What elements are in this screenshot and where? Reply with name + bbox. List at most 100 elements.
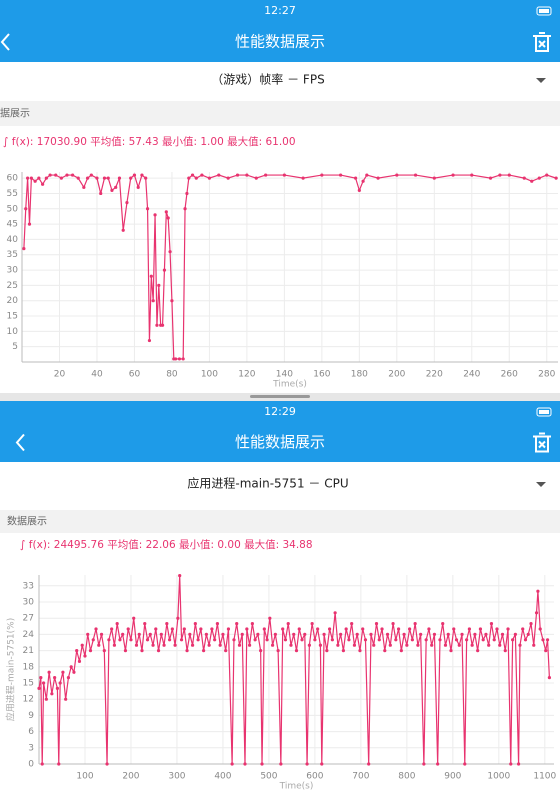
data-point: [328, 627, 332, 631]
data-point: [123, 649, 128, 653]
x-tick-label: 140: [276, 370, 293, 380]
battery-icon: [536, 6, 552, 16]
y-tick-label: 25: [7, 281, 18, 291]
data-point: [526, 632, 530, 637]
data-point: [200, 173, 204, 177]
data-point: [374, 622, 379, 626]
data-point: [452, 627, 456, 631]
data-point: [85, 176, 90, 180]
data-point: [185, 649, 189, 653]
delete-button[interactable]: [533, 432, 551, 453]
x-tick-label: 260: [501, 370, 518, 380]
data-point: [40, 762, 44, 766]
data-point: [513, 632, 517, 637]
x-tick-label: 100: [76, 772, 93, 782]
data-point: [481, 638, 485, 642]
data-point: [432, 176, 436, 180]
data-point: [95, 176, 99, 180]
data-point: [94, 627, 98, 631]
data-point: [29, 176, 33, 180]
metric-selector[interactable]: 应用进程-main-5751 － CPU: [187, 476, 348, 491]
metric-selector[interactable]: （游戏）帧率 － FPS: [211, 72, 324, 87]
data-point: [132, 173, 137, 177]
data-point: [541, 638, 545, 642]
data-point: [183, 207, 187, 211]
data-point: [107, 638, 111, 642]
data-point: [511, 638, 515, 642]
x-tick-label: 60: [129, 370, 141, 380]
data-point: [300, 638, 304, 642]
data-point: [353, 176, 358, 180]
data-point: [58, 681, 62, 685]
data-point: [41, 681, 46, 685]
data-point: [352, 643, 357, 647]
data-point: [204, 632, 208, 637]
x-tick-label: 20: [54, 370, 66, 380]
data-point: [106, 176, 110, 180]
data-point: [137, 632, 141, 637]
back-button[interactable]: [0, 33, 10, 51]
data-point: [145, 638, 150, 642]
data-point: [307, 643, 311, 647]
data-point: [47, 670, 51, 674]
data-point: [145, 207, 150, 211]
data-point: [48, 173, 52, 177]
data-point: [215, 622, 220, 626]
data-point: [232, 638, 236, 642]
data-point: [126, 627, 130, 631]
data-point: [170, 299, 174, 303]
y-tick-label: 15: [7, 312, 18, 322]
data-point: [69, 665, 73, 669]
data-point: [339, 632, 343, 637]
data-point: [151, 299, 155, 303]
dropdown-arrow[interactable]: [536, 78, 546, 83]
x-tick-label: 200: [388, 370, 405, 380]
data-point: [167, 638, 172, 642]
data-point: [102, 649, 106, 653]
data-point: [59, 176, 63, 180]
data-point: [292, 632, 296, 637]
x-tick-label: 180: [351, 370, 368, 380]
data-point: [196, 638, 200, 642]
data-point: [463, 762, 467, 766]
data-point: [72, 670, 76, 674]
x-tick-label: 300: [168, 772, 185, 782]
data-point: [97, 643, 101, 647]
data-point: [264, 173, 268, 177]
y-tick-label: 50: [7, 204, 19, 214]
data-point: [207, 643, 211, 647]
x-tick-label: 120: [238, 370, 255, 380]
dropdown-arrow[interactable]: [536, 482, 546, 487]
data-point: [305, 762, 309, 766]
data-point: [276, 649, 280, 653]
data-point: [318, 643, 323, 647]
data-point: [190, 643, 195, 647]
data-point: [245, 627, 249, 631]
data-point: [391, 622, 395, 626]
data-point: [182, 627, 186, 631]
data-point: [518, 643, 522, 647]
data-point: [181, 357, 185, 361]
data-point: [320, 173, 324, 177]
data-point: [112, 643, 117, 647]
header-title: 性能数据展示: [235, 433, 325, 451]
data-point: [129, 638, 133, 642]
data-point: [265, 638, 269, 642]
data-point: [99, 191, 103, 196]
data-point: [388, 643, 392, 647]
data-point: [164, 210, 168, 214]
data-point: [218, 643, 222, 647]
data-point: [44, 176, 48, 180]
data-point: [545, 173, 549, 177]
data-point: [270, 643, 275, 647]
data-point: [416, 643, 420, 647]
data-point: [176, 616, 180, 620]
delete-button[interactable]: [533, 32, 551, 52]
data-point: [316, 627, 320, 631]
x-tick-label: 1000: [487, 772, 510, 782]
x-tick-label: 900: [444, 772, 461, 782]
app-header: [0, 423, 560, 462]
battery-icon: [536, 407, 552, 417]
back-button[interactable]: [15, 433, 25, 452]
